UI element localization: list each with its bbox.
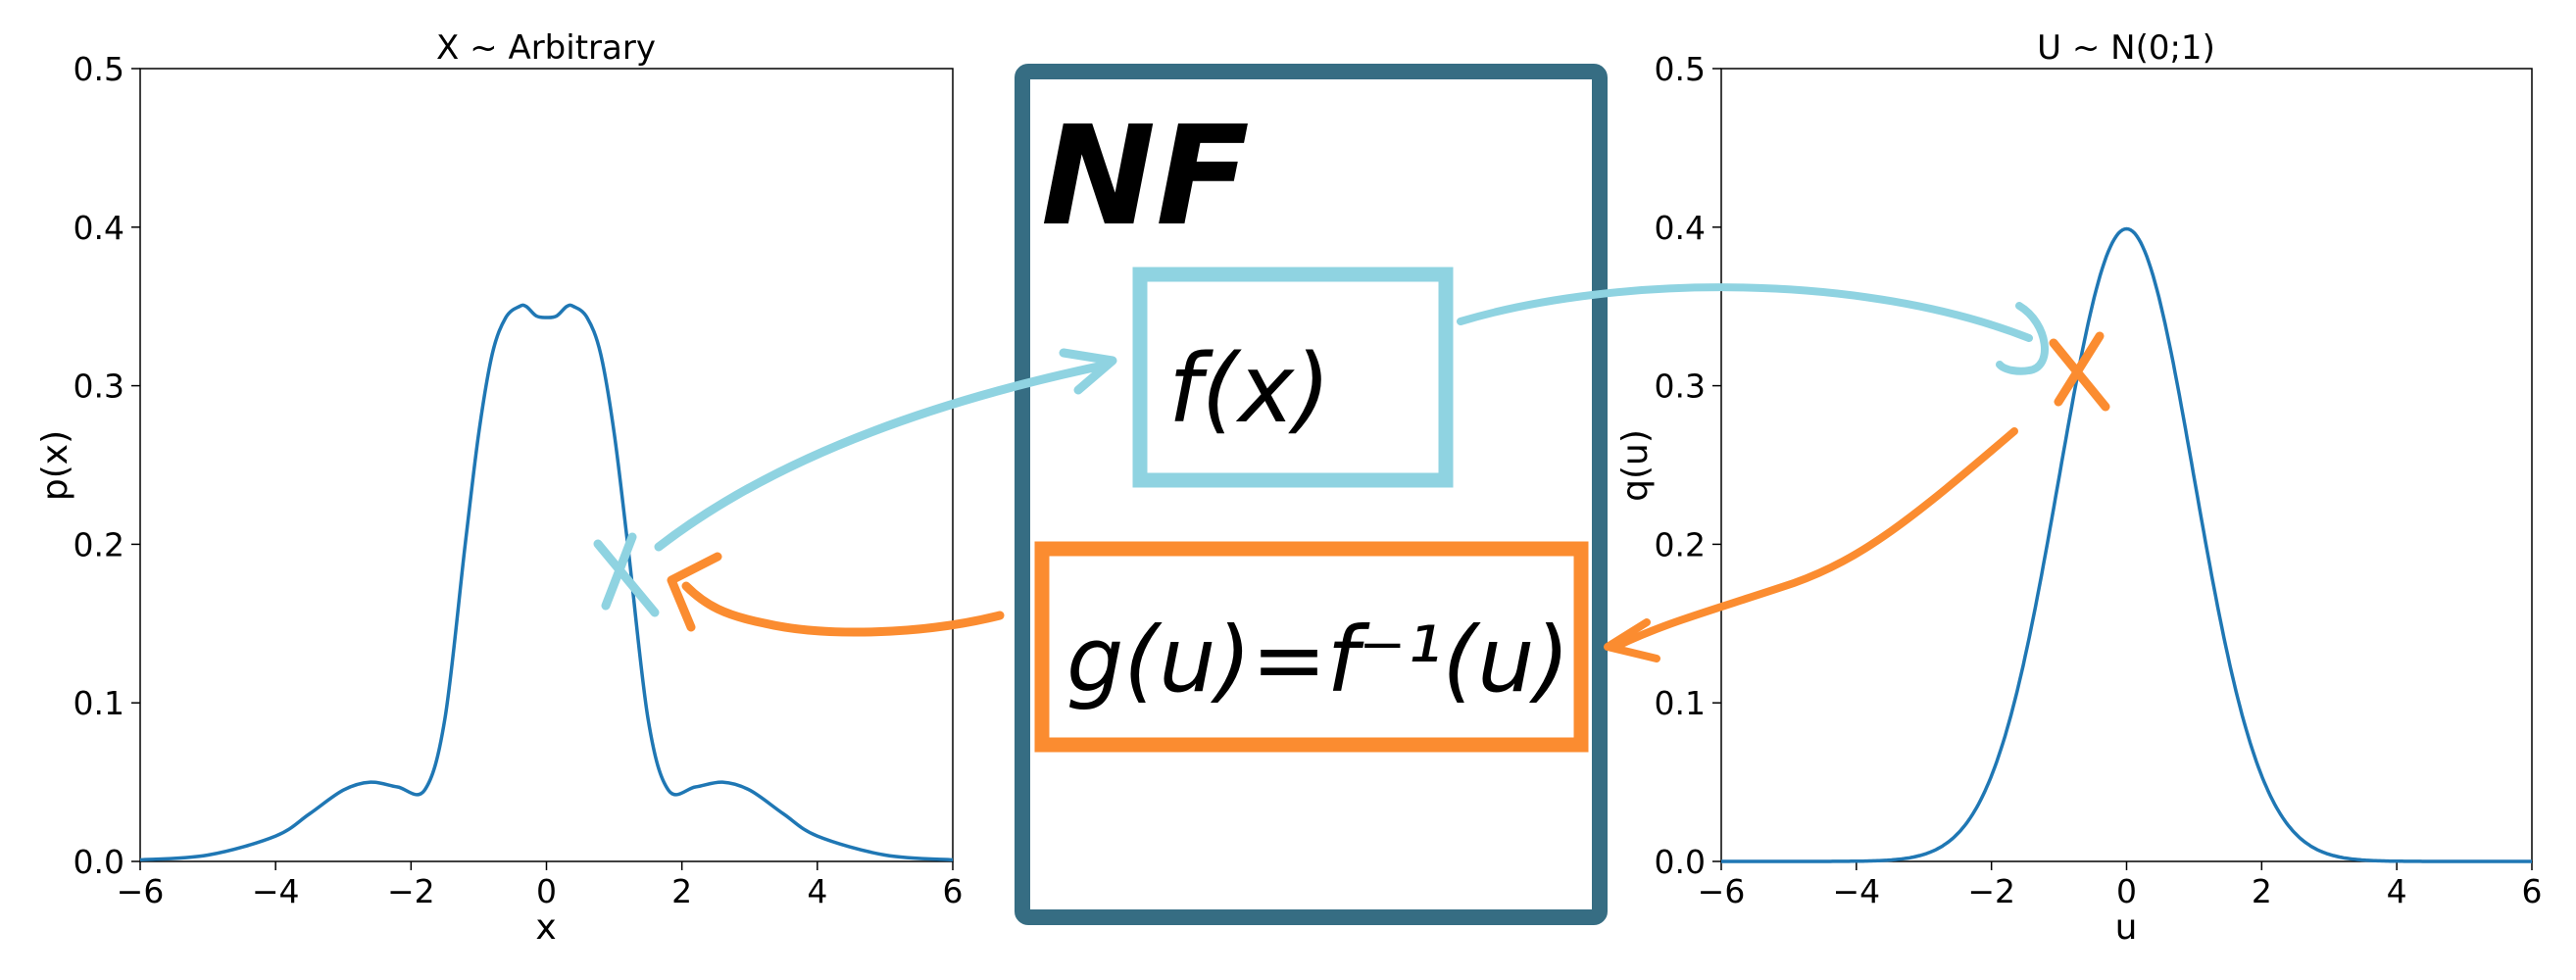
flow-arrows	[593, 283, 2110, 662]
left-plot: X ~ Arbitrary −6 −4 −2 0 2 4 6 0.0 0.1 0.2 0.3 0.4 0…	[35, 28, 964, 948]
left-plot-ticks: −6 −4 −2 0 2 4 6 0.0 0.1 0.2 0.3 0.4 0.5	[74, 50, 964, 910]
left-y-tick-label: 0.4	[74, 209, 124, 247]
right-y-tick-label: 0.3	[1655, 368, 1706, 406]
sample-x-marker	[593, 532, 660, 617]
left-density-curve	[139, 303, 954, 862]
right-y-tick-label: 0.4	[1655, 209, 1706, 247]
inverse-transform-box	[1034, 541, 1589, 753]
arrowhead-u-to-g	[1604, 618, 1660, 662]
right-plot-frame	[1720, 68, 2533, 862]
right-density-curve	[1721, 226, 2532, 863]
right-plot-ticks: −6 −4 −2 0 2 4 6 0.0 0.1 0.2 0.3 0.4 0.5	[1655, 50, 2543, 910]
arrowhead-g-to-x	[667, 552, 722, 632]
right-x-tick-label: 4	[2387, 872, 2407, 910]
inverse-transform-label: g(u)=f⁻¹(u)	[1066, 608, 1570, 712]
nf-label: NF	[1041, 97, 1250, 257]
right-y-tick-label: 0.2	[1655, 525, 1706, 564]
left-plot-frame	[139, 68, 954, 862]
forward-transform-label: f(x)	[1168, 334, 1331, 444]
normalizing-flow-block: NF f(x) g(u)=f⁻¹(u)	[1015, 64, 1608, 925]
arrowhead-x-to-f	[1059, 348, 1117, 395]
right-x-tick-label: −4	[1833, 872, 1881, 910]
right-y-tick-label: 0.5	[1655, 50, 1706, 88]
arrow-f-to-u	[1457, 283, 2033, 342]
right-y-tick-label: 0.1	[1655, 684, 1706, 722]
arrow-u-to-g	[1611, 427, 2018, 651]
right-plot-axes	[1720, 68, 2533, 862]
left-y-tick-label: 0.0	[74, 843, 124, 881]
right-x-tick-label: 6	[2522, 872, 2543, 910]
arrow-x-to-f	[654, 360, 1113, 552]
left-y-tick-label: 0.2	[74, 525, 124, 564]
right-y-tick-label: 0.0	[1655, 843, 1706, 881]
left-x-tick-label: −2	[387, 872, 435, 910]
right-plot-title: U ~ N(0;1)	[2037, 28, 2215, 68]
sample-u-marker	[2049, 331, 2110, 412]
right-x-tick-label: 2	[2252, 872, 2272, 910]
left-x-tick-label: −6	[117, 872, 165, 910]
arrow-g-to-x	[681, 581, 1005, 637]
left-y-tick-label: 0.5	[74, 50, 124, 88]
arrowhead-f-to-u	[1996, 302, 2049, 375]
left-x-tick-label: −4	[252, 872, 300, 910]
left-y-axis-label: p(x)	[35, 430, 75, 501]
left-y-tick-label: 0.1	[74, 684, 124, 722]
left-x-axis-label: x	[535, 907, 556, 948]
right-y-axis-label: q(u)	[1615, 429, 1656, 502]
right-plot: U ~ N(0;1) −6 −4 −2 0 2 4 60.00.10.20.30.40.5 …	[1615, 28, 2543, 948]
left-plot-axes	[139, 68, 954, 862]
nf-box	[1015, 64, 1608, 925]
right-x-tick-label: 0	[2116, 872, 2137, 910]
left-x-tick-label: 0	[536, 872, 557, 910]
left-x-tick-label: 6	[943, 872, 964, 910]
left-x-tick-label: 2	[671, 872, 692, 910]
right-x-tick-label: −2	[1967, 872, 2015, 910]
forward-transform-box	[1132, 267, 1454, 488]
right-x-tick-label: −6	[1698, 872, 1746, 910]
left-x-tick-label: 4	[807, 872, 827, 910]
left-plot-title: X ~ Arbitrary	[436, 28, 656, 68]
left-y-tick-label: 0.3	[74, 368, 124, 406]
right-x-axis-label: u	[2115, 907, 2138, 948]
